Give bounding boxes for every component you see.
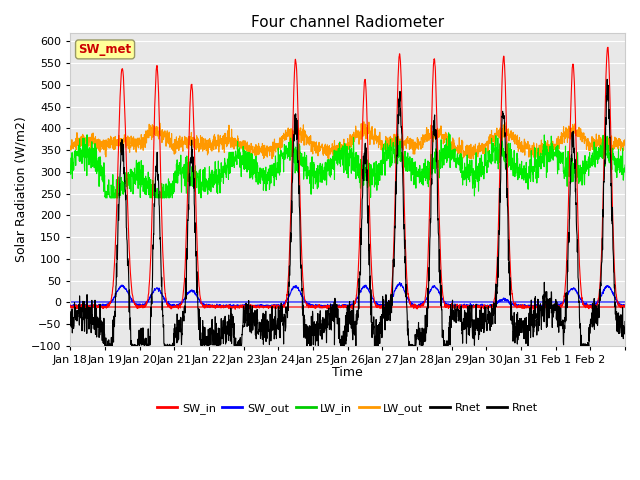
Title: Four channel Radiometer: Four channel Radiometer xyxy=(251,15,444,30)
Y-axis label: Solar Radiation (W/m2): Solar Radiation (W/m2) xyxy=(15,116,28,262)
Legend: SW_in, SW_out, LW_in, LW_out, Rnet, Rnet: SW_in, SW_out, LW_in, LW_out, Rnet, Rnet xyxy=(153,398,542,418)
X-axis label: Time: Time xyxy=(332,366,363,379)
Text: SW_met: SW_met xyxy=(79,43,132,56)
